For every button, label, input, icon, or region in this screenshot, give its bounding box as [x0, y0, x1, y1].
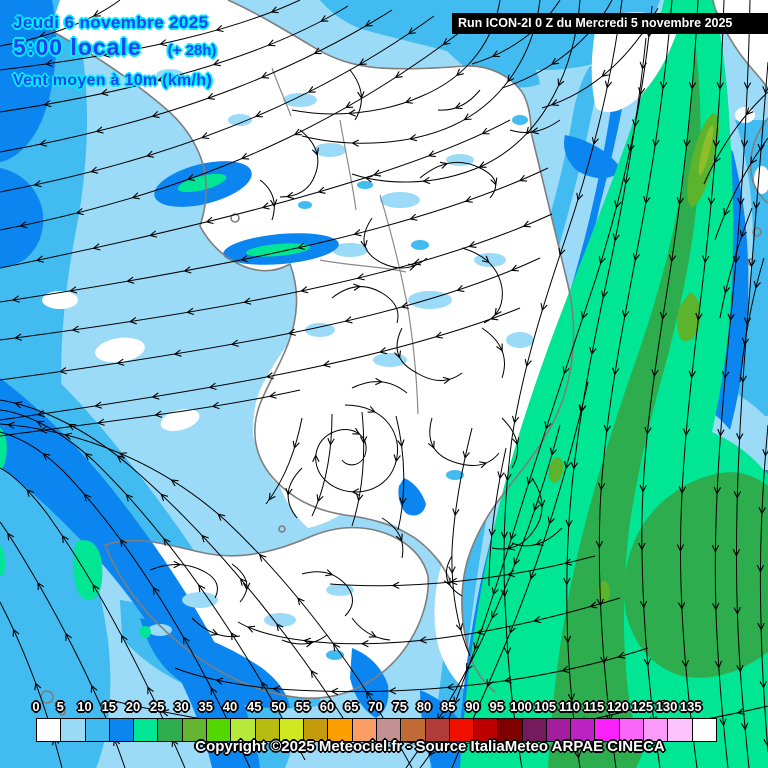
legend-swatch	[425, 719, 450, 741]
legend-tick: 25	[150, 699, 165, 714]
legend-swatch	[401, 719, 426, 741]
legend-swatch	[546, 719, 572, 741]
legend-swatch	[61, 719, 86, 741]
wind-region-20-25	[460, 0, 768, 768]
legend-swatch	[595, 719, 620, 741]
legend-color-scale	[36, 718, 717, 742]
legend-swatch	[231, 719, 256, 741]
legend-tick: 85	[441, 699, 456, 714]
legend-swatch	[158, 719, 183, 741]
legend-tick: 80	[416, 699, 432, 714]
legend-swatch	[304, 719, 329, 741]
legend-tick: 130	[655, 699, 678, 714]
legend-swatch	[668, 719, 693, 741]
legend-tick: 60	[319, 699, 335, 714]
forecast-variable: Vent moyen à 10m (km/h)	[13, 71, 212, 89]
legend-tick: 10	[77, 699, 92, 714]
legend-swatch	[109, 719, 135, 741]
legend-swatch	[182, 719, 207, 741]
legend-swatch	[376, 719, 402, 741]
legend-tick: 0	[32, 699, 40, 714]
legend-swatch	[449, 719, 475, 741]
legend-swatch	[85, 719, 110, 741]
legend-swatch	[279, 719, 305, 741]
legend-tick: 125	[631, 699, 654, 714]
legend-swatch	[37, 719, 62, 741]
legend-tick: 115	[583, 699, 605, 714]
legend-tick: 15	[101, 699, 116, 714]
legend-swatch	[255, 719, 280, 741]
legend-swatch	[134, 719, 159, 741]
legend-tick: 45	[247, 699, 262, 714]
legend-tick-labels: 0 5 10 15 20 25 30 35 40 45 50 55 60 65 70 75 80 85 90 95 10…	[0, 699, 768, 715]
legend-swatch	[619, 719, 645, 741]
copyright-notice: Copyright ©2025 Meteociel.fr - Source It…	[195, 738, 665, 755]
legend-tick: 20	[125, 699, 141, 714]
legend-tick: 35	[198, 699, 213, 714]
legend-tick: 55	[295, 699, 310, 714]
legend-tick: 100	[510, 699, 532, 714]
legend-tick: 5	[56, 699, 64, 714]
legend-tick: 105	[534, 699, 557, 714]
legend-swatch	[352, 719, 377, 741]
legend-tick: 70	[368, 699, 383, 714]
legend-swatch	[498, 719, 523, 741]
legend-tick: 135	[679, 699, 702, 714]
legend-tick: 90	[465, 699, 480, 714]
speckles: 0	[148, 69, 534, 660]
legend-swatch	[328, 719, 353, 741]
legend-tick: 50	[271, 699, 286, 714]
run-banner: Run ICON-2I 0 Z du Mercredi 5 novembre 2…	[452, 13, 768, 34]
legend-tick: 95	[489, 699, 504, 714]
forecast-date: Jeudi 6 novembre 2025	[13, 13, 209, 32]
legend-tick: 75	[392, 699, 407, 714]
forecast-offset: (+ 28h)	[167, 41, 217, 59]
forecast-header: Jeudi 6 novembre 2025 5:00 locale (+ 28h…	[13, 14, 216, 90]
legend-tick: 120	[607, 699, 629, 714]
forecast-time-row: 5:00 locale (+ 28h)	[13, 35, 216, 59]
legend-swatch	[644, 719, 669, 741]
legend-swatch	[692, 719, 716, 741]
legend-tick: 65	[344, 699, 359, 714]
legend-swatch	[206, 719, 232, 741]
legend-tick: 30	[174, 699, 189, 714]
forecast-time: 5:00 locale	[13, 33, 142, 60]
legend-swatch	[474, 719, 499, 741]
wind-cores-west	[0, 161, 339, 638]
legend-swatch	[522, 719, 547, 741]
legend-tick: 40	[222, 699, 238, 714]
legend-swatch	[571, 719, 596, 741]
legend-tick: 110	[559, 699, 580, 714]
